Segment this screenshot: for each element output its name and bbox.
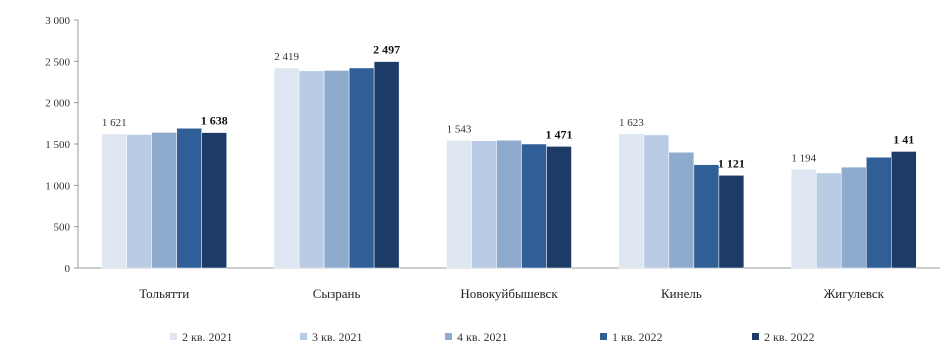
x-axis-labels: Тольятти Сызрань Новокуйбышевск Кинель Жигул…: [139, 286, 884, 301]
bar-0-2: [151, 132, 177, 269]
bar-4-1: [816, 172, 842, 269]
y-tick-label: 0: [65, 263, 71, 275]
data-label: 1 121: [718, 156, 745, 170]
legend: 2 кв. 2021 3 кв. 2021 4 кв. 2021 1 кв. 2022…: [170, 330, 815, 344]
data-label: 1 41: [893, 132, 914, 146]
bar-2-1: [471, 140, 497, 269]
bar-1-1: [298, 70, 325, 269]
bar-1-0: [273, 67, 300, 269]
bar-1-2: [323, 70, 350, 269]
bar-2-3: [521, 143, 547, 269]
bar-3-3: [693, 164, 720, 269]
bar-3-0: [618, 133, 645, 269]
y-tick-label: 500: [54, 222, 71, 234]
x-tick-label: Жигулевск: [824, 286, 885, 301]
bar-0-4: [201, 132, 227, 269]
legend-label: 2 кв. 2022: [764, 330, 815, 344]
y-tick-label: 2 000: [45, 98, 70, 110]
y-tick-label: 1 000: [45, 180, 70, 192]
x-tick-label: Кинель: [661, 286, 702, 301]
legend-swatch: [300, 333, 307, 340]
legend-swatch: [752, 333, 759, 340]
bars: [101, 61, 917, 269]
bar-2-4: [546, 146, 572, 269]
x-tick-label: Сызрань: [313, 286, 361, 301]
legend-label: 1 кв. 2022: [612, 330, 663, 344]
x-tick-label: Тольятти: [139, 286, 189, 301]
bar-2-2: [496, 140, 522, 269]
bar-4-4: [891, 151, 917, 269]
bar-3-4: [718, 175, 745, 269]
bar-3-2: [668, 152, 695, 269]
bar-1-3: [348, 67, 375, 269]
bar-0-3: [176, 128, 202, 269]
legend-swatch: [445, 333, 452, 340]
y-tick-label: 2 500: [45, 56, 70, 68]
data-labels: 1 621 1 638 2 419 2 497 1 543 1 471 1 623 1 121…: [102, 43, 914, 171]
legend-swatch: [600, 333, 607, 340]
legend-label: 2 кв. 2021: [182, 330, 233, 344]
bar-4-2: [841, 166, 867, 269]
data-label: 1 638: [201, 114, 228, 128]
data-label: 1 543: [447, 123, 472, 135]
bar-4-3: [866, 156, 892, 269]
data-label: 2 497: [373, 43, 400, 57]
x-tick-label: Новокуйбышевск: [460, 286, 558, 301]
data-label: 2 419: [274, 51, 299, 63]
data-label: 1 194: [791, 152, 816, 164]
bar-4-0: [791, 169, 817, 269]
legend-label: 3 кв. 2021: [312, 330, 363, 344]
bar-1-4: [373, 61, 400, 269]
bar-3-1: [643, 134, 670, 269]
data-label: 1 623: [619, 117, 644, 129]
bar-0-0: [101, 133, 127, 269]
y-tick-label: 3 000: [45, 15, 70, 27]
legend-label: 4 кв. 2021: [457, 330, 508, 344]
bar-2-0: [446, 140, 472, 269]
y-tick-label: 1 500: [45, 139, 70, 151]
data-label: 1 621: [102, 117, 127, 129]
data-label: 1 471: [546, 127, 573, 141]
bar-0-1: [126, 134, 152, 269]
legend-swatch: [170, 333, 177, 340]
